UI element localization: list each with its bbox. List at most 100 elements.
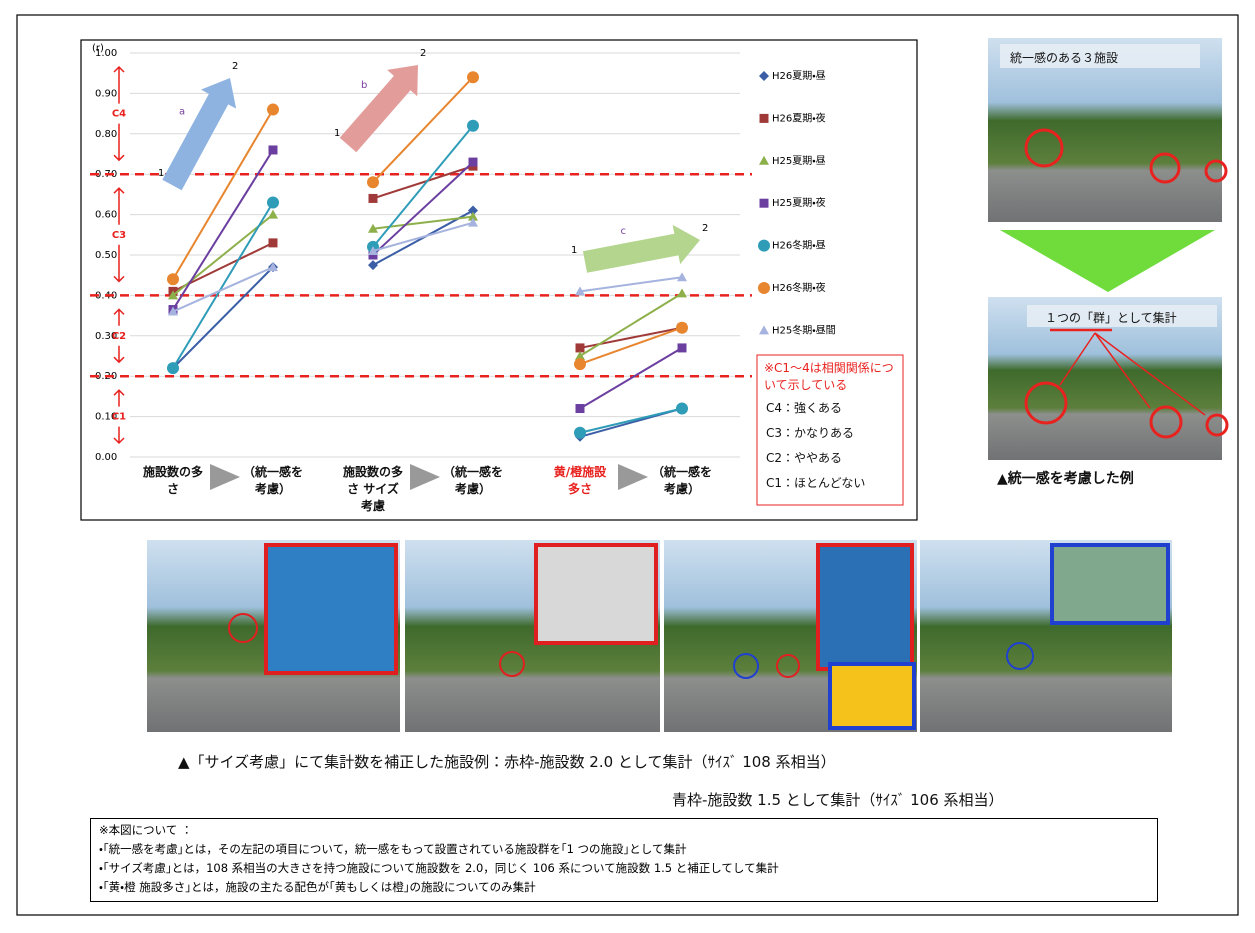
series-segment bbox=[172, 201, 274, 369]
series-segment bbox=[579, 347, 683, 410]
data-point bbox=[677, 288, 687, 298]
highlight bbox=[1006, 642, 1034, 670]
zone-arrow bbox=[113, 308, 125, 364]
y-tick-label: 0.50 bbox=[95, 250, 117, 261]
legend-marker bbox=[758, 282, 770, 294]
trend-arrow bbox=[162, 78, 237, 191]
separator bbox=[618, 464, 648, 490]
highlight bbox=[1205, 413, 1229, 437]
series-segment bbox=[579, 407, 683, 434]
data-point bbox=[167, 362, 179, 375]
data-point bbox=[267, 103, 279, 116]
data-point bbox=[467, 71, 479, 84]
legend-label: H25夏期・夜 bbox=[772, 197, 826, 209]
zone-label: C1 bbox=[112, 412, 126, 423]
photo-label-bg bbox=[1027, 305, 1217, 327]
legend-marker bbox=[759, 155, 769, 165]
sign-inset bbox=[534, 543, 658, 645]
data-point bbox=[468, 217, 478, 227]
note-box bbox=[756, 354, 904, 506]
notes-line: ・｢黄・橙 施設多さ｣とは，施設の主たる配色が｢黄もしくは橙｣の施設についてのみ… bbox=[99, 880, 536, 894]
data-point bbox=[167, 273, 179, 286]
highlight bbox=[1024, 381, 1068, 425]
data-point bbox=[575, 404, 585, 414]
highlight bbox=[1204, 159, 1228, 183]
note-item: C1：ほとんどない bbox=[766, 476, 866, 490]
photo-label: １つの「群」として集計 bbox=[1045, 311, 1177, 325]
arrow-letter: a bbox=[179, 107, 185, 118]
y-tick-label: 0.00 bbox=[95, 452, 117, 463]
legend-marker bbox=[759, 113, 769, 123]
data-point bbox=[677, 343, 687, 353]
data-point bbox=[468, 211, 478, 221]
highlight bbox=[733, 653, 759, 679]
series-segment bbox=[172, 266, 274, 313]
data-point bbox=[368, 260, 378, 271]
link bbox=[1094, 332, 1206, 416]
arrow-start: 1 bbox=[334, 128, 340, 139]
highlight bbox=[228, 613, 258, 643]
series-segment bbox=[172, 109, 274, 280]
x-tick-label: 黄/橙施設多さ bbox=[553, 465, 607, 496]
y-tick-label: 0.10 bbox=[95, 412, 117, 423]
data-point bbox=[367, 176, 379, 189]
legend-label: H25夏期・昼 bbox=[772, 155, 826, 167]
photo-label-bg bbox=[1000, 44, 1200, 68]
notes-title: ※本図について ： bbox=[99, 823, 193, 837]
data-point bbox=[168, 290, 178, 300]
x-tick-label: （統一感を考慮） bbox=[442, 465, 503, 496]
x-tick-label: （統一感を考慮） bbox=[651, 465, 712, 496]
arrow-start: 1 bbox=[158, 168, 164, 179]
outer-frame bbox=[16, 14, 1239, 916]
link bbox=[1059, 332, 1096, 386]
zone-arrow bbox=[113, 389, 125, 445]
separator bbox=[210, 464, 240, 490]
y-tick-label: 0.30 bbox=[95, 331, 117, 342]
group-links bbox=[1059, 332, 1206, 416]
data-point bbox=[575, 351, 585, 360]
arrow-end: 2 bbox=[420, 48, 426, 59]
data-point bbox=[268, 238, 278, 248]
legend-label: H25冬期・昼間 bbox=[772, 323, 836, 336]
highlight bbox=[499, 651, 525, 677]
legend-label: H26夏期・夜 bbox=[772, 112, 826, 124]
data-point bbox=[575, 343, 585, 353]
y-tick-label: 0.80 bbox=[95, 129, 117, 140]
data-point bbox=[368, 193, 378, 203]
data-point bbox=[368, 250, 378, 260]
series-segment bbox=[579, 326, 683, 366]
data-point bbox=[268, 209, 278, 219]
arrow-start: 1 bbox=[571, 245, 577, 256]
highlight bbox=[1149, 152, 1181, 184]
data-point bbox=[574, 358, 586, 371]
data-point bbox=[468, 205, 478, 216]
x-tick-label: 施設数の多さ サイズ考慮 bbox=[342, 465, 403, 513]
notes-line: ・｢サイズ考慮｣とは，108 系相当の大きさを持つ施設について施設数を 2.0，… bbox=[99, 861, 779, 875]
x-separators bbox=[210, 464, 648, 490]
zone-arrow bbox=[113, 187, 125, 283]
series-segment bbox=[372, 76, 474, 183]
series-segment bbox=[172, 149, 274, 311]
data-point bbox=[268, 145, 278, 155]
legend-label: H26冬期・夜 bbox=[772, 281, 826, 294]
series-segment bbox=[372, 161, 474, 256]
zone-label: C3 bbox=[112, 230, 126, 241]
data-point bbox=[676, 321, 688, 334]
data-point bbox=[677, 272, 687, 282]
notes-box: ※本図について ： ・｢統一感を考慮｣とは，その左記の項目について，統一感をもっ… bbox=[90, 818, 1158, 902]
legend-marker bbox=[759, 325, 769, 335]
data-point bbox=[574, 426, 586, 439]
arrow-end: 2 bbox=[232, 61, 238, 72]
zone-label: C4 bbox=[112, 109, 126, 120]
caption: 青枠-施設数 1.5 として集計（ｻｲｽﾞ 106 系相当） bbox=[672, 791, 1004, 809]
note-item: C4：強くある bbox=[766, 401, 843, 415]
legend-marker bbox=[759, 198, 769, 208]
y-tick-label: 0.90 bbox=[95, 88, 117, 99]
legend-label: H26冬期・昼 bbox=[772, 239, 826, 252]
series-segment bbox=[172, 266, 274, 369]
photo bbox=[988, 38, 1222, 222]
link bbox=[1094, 332, 1151, 409]
sign-inset bbox=[1050, 543, 1170, 625]
